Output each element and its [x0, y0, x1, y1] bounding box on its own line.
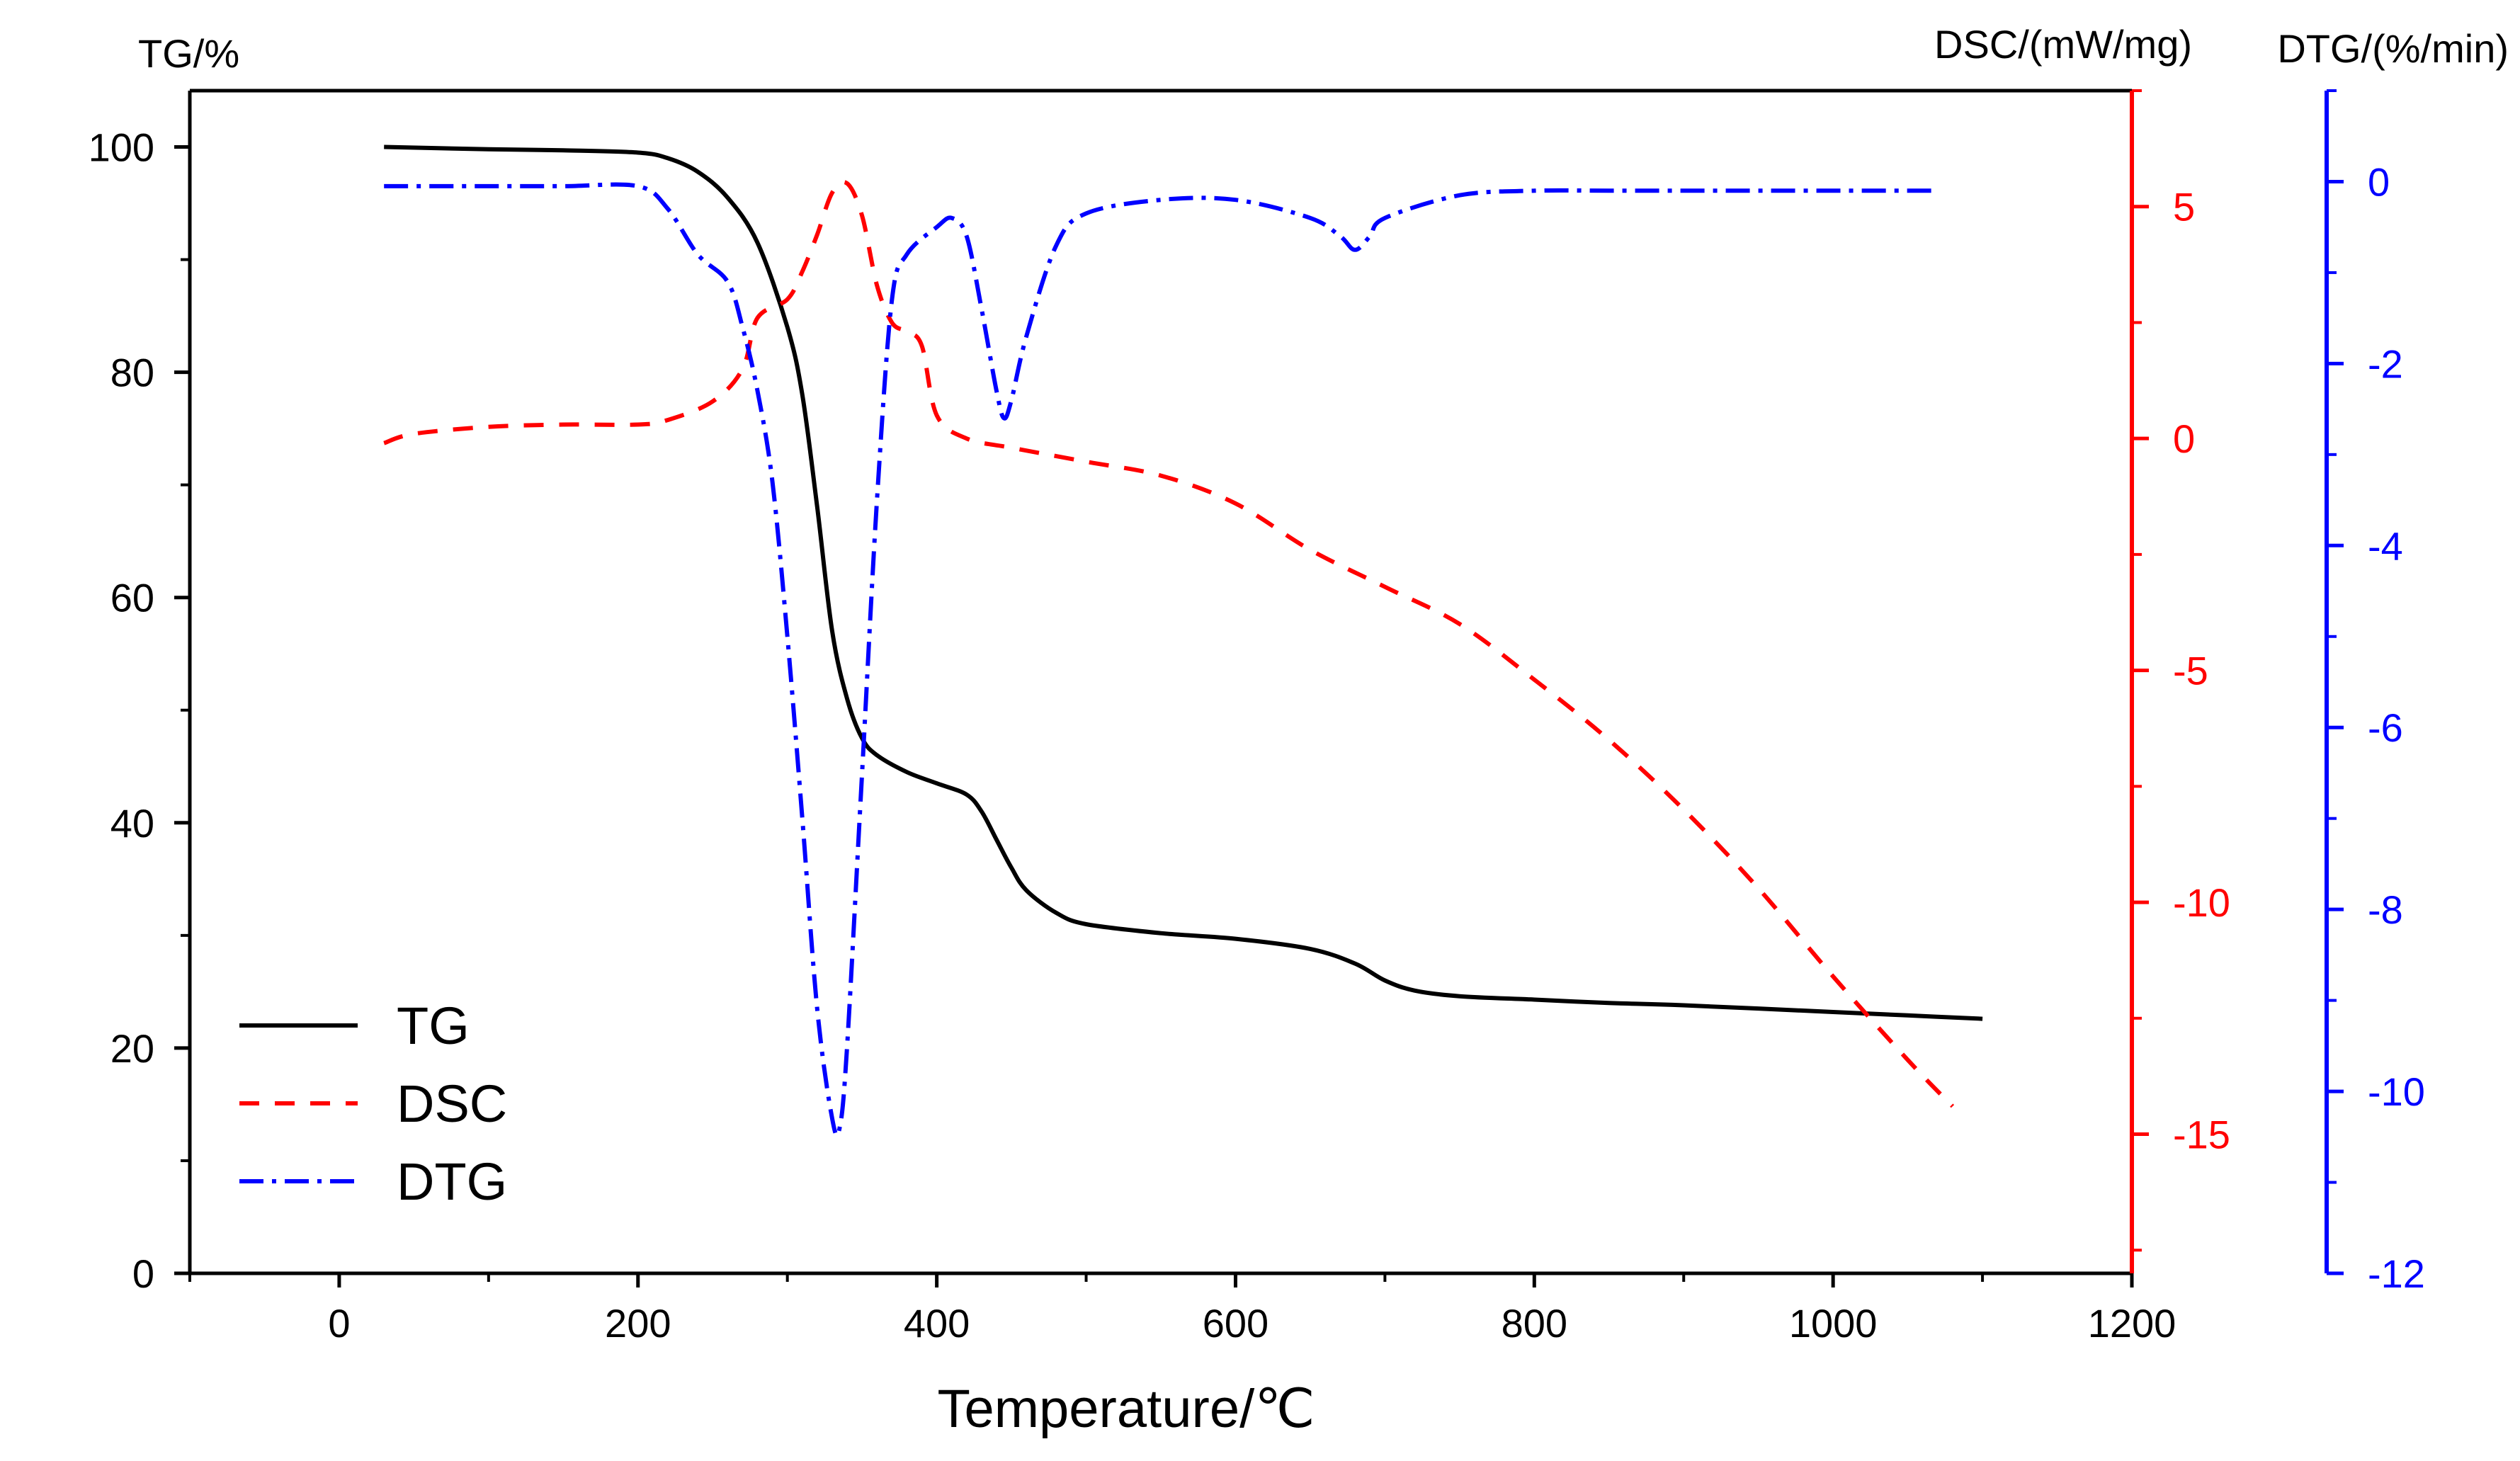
dsc-tick-label: -5	[2173, 649, 2208, 693]
dtg-tick-label: 0	[2368, 159, 2390, 204]
dtg-axis-title: DTG/(%/min)	[2277, 26, 2509, 71]
dtg-tick-label: -2	[2368, 341, 2403, 386]
dsc-tick-label: -15	[2173, 1113, 2230, 1157]
legend: TG DSC DTG	[239, 996, 507, 1211]
tg-tick-label: 40	[110, 801, 154, 846]
tg-tick-label: 80	[110, 351, 154, 395]
x-tick-label: 800	[1502, 1301, 1567, 1346]
dtg-tick-label: -6	[2368, 705, 2403, 750]
tg-series-line	[384, 144, 1983, 1021]
x-axis-title: Temperature/℃	[937, 1379, 1315, 1439]
x-tick-label: 1200	[2088, 1301, 2176, 1346]
axes-group: 0 200 400 600 800 1000 1200 0 20 40 60 80 100 -15 -10 -…	[89, 89, 2425, 1346]
dsc-series-line	[383, 180, 1955, 1108]
plot-series	[383, 144, 1983, 1138]
legend-label-tg: TG	[397, 996, 470, 1055]
x-tick-label: 400	[904, 1301, 970, 1346]
dsc-tick-label: 5	[2173, 185, 2195, 229]
dtg-tick-label: -4	[2368, 523, 2403, 568]
x-tick-label: 600	[1203, 1301, 1268, 1346]
tg-tick-label: 100	[89, 125, 154, 170]
tg-tick-label: 0	[132, 1251, 154, 1296]
tg-tick-label: 20	[110, 1026, 154, 1071]
dtg-tick-label: -12	[2368, 1251, 2425, 1296]
tg-axis-title: TG/%	[138, 31, 239, 76]
legend-label-dsc: DSC	[397, 1074, 507, 1133]
dsc-tick-label: -10	[2173, 880, 2230, 925]
dsc-tick-label: 0	[2173, 416, 2195, 461]
legend-label-dtg: DTG	[397, 1152, 507, 1211]
x-tick-label: 0	[328, 1301, 350, 1346]
dtg-series-line	[384, 182, 1938, 1138]
dtg-tick-label: -10	[2368, 1069, 2425, 1114]
dsc-axis-title: DSC/(mW/mg)	[1934, 22, 2192, 67]
x-tick-label: 1000	[1789, 1301, 1878, 1346]
dtg-tick-label: -8	[2368, 887, 2403, 932]
x-tick-label: 200	[605, 1301, 671, 1346]
tg-tick-label: 60	[110, 576, 154, 620]
